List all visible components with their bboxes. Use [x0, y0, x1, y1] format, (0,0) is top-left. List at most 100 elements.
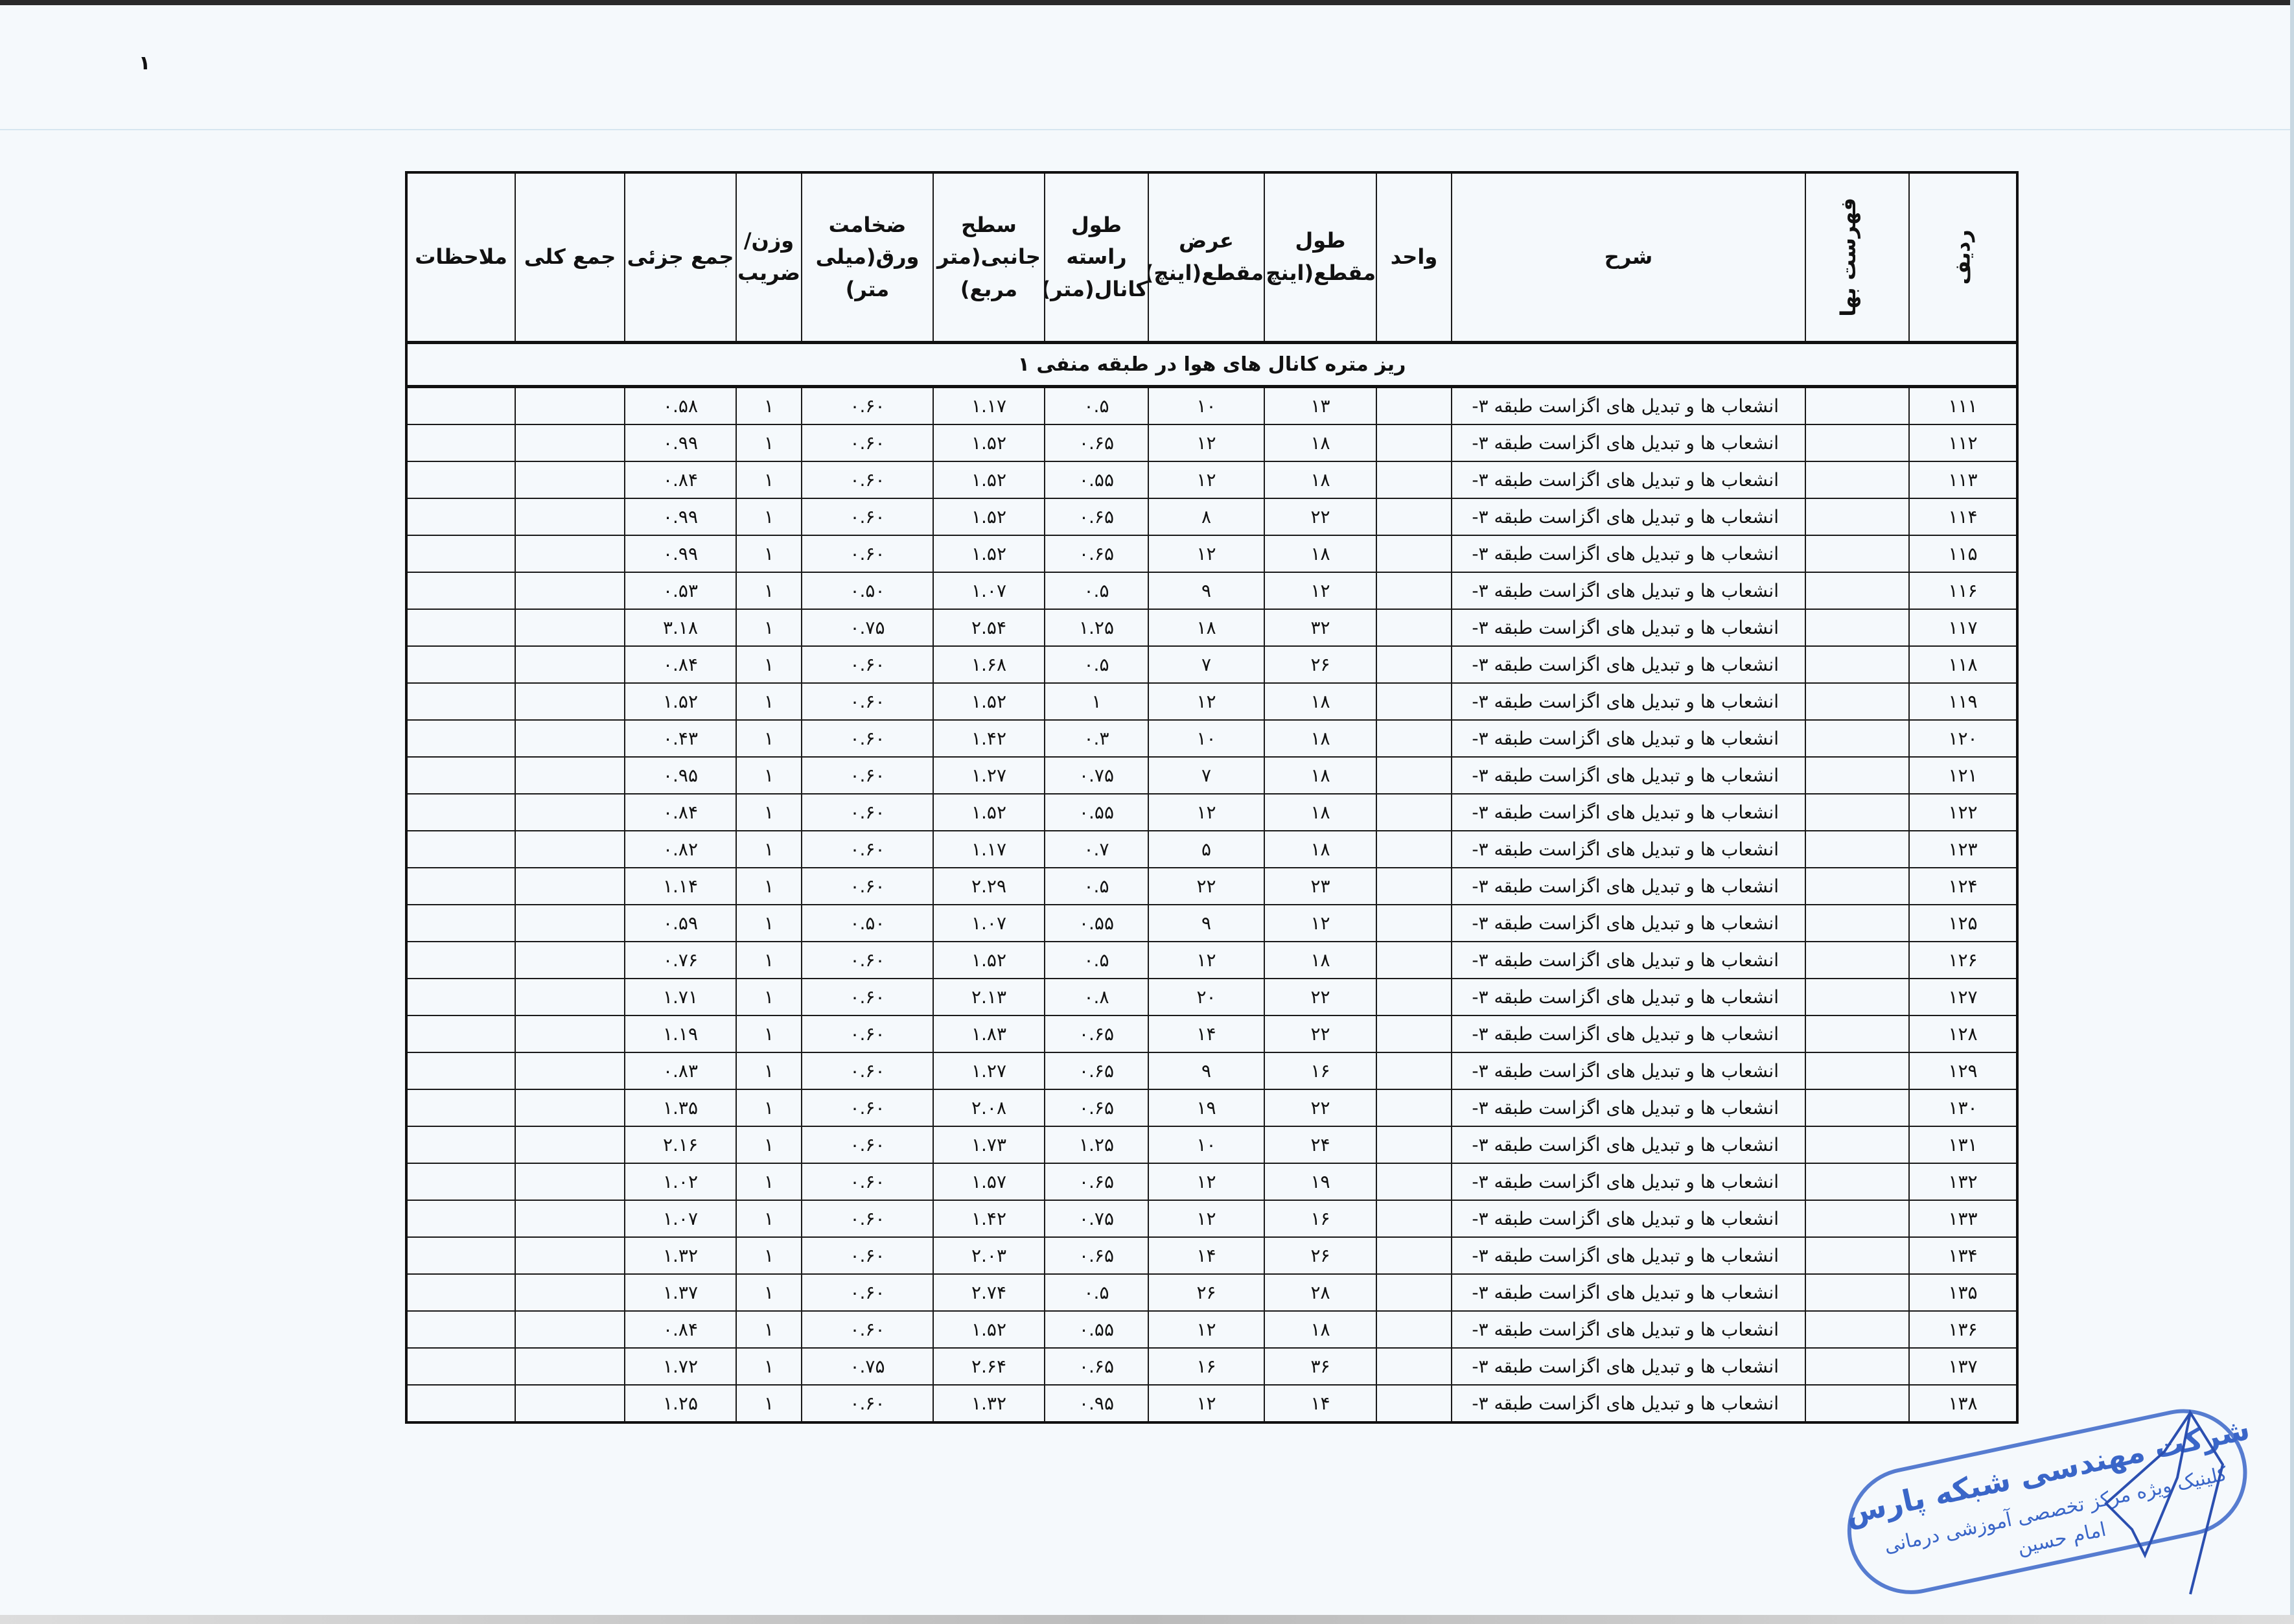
- cell-tool-raste: ۰.۶۵: [1044, 1015, 1149, 1053]
- cell-fehrest-baha: [1805, 1273, 1910, 1312]
- cell-sath-janebi: ۲.۵۴: [933, 609, 1045, 647]
- cell-arz-maghta: ۷: [1148, 645, 1265, 684]
- cell-vazn-zarib: ۱: [736, 572, 802, 610]
- cell-jam-jozi: ۱.۳۵: [624, 1089, 737, 1127]
- cell-tool-raste: ۰.۵۵: [1044, 904, 1149, 942]
- cell-molahezat: [406, 1384, 516, 1423]
- header-sath-janebi: سطح جانبی(متر مربع): [933, 172, 1045, 343]
- cell-tool-maghta: ۱۶: [1264, 1200, 1377, 1238]
- cell-jam-koli: [515, 756, 625, 795]
- cell-radif: ۱۲۲: [1908, 793, 2018, 831]
- cell-tool-maghta: ۲۲: [1264, 1089, 1377, 1127]
- header-fehrest-baha: فهرست بها: [1805, 172, 1910, 343]
- cell-zekhamat: ۰.۶۰: [801, 386, 934, 425]
- cell-sharh: انشعاب ها و تبدیل های اگزاست طبقه ۳-: [1451, 572, 1806, 610]
- cell-sath-janebi: ۱.۵۲: [933, 535, 1045, 573]
- cell-tool-raste: ۰.۷۵: [1044, 1200, 1149, 1238]
- cell-jam-jozi: ۰.۵۳: [624, 572, 737, 610]
- cell-vahed: [1376, 1015, 1452, 1053]
- cell-arz-maghta: ۱۰: [1148, 386, 1265, 425]
- cell-jam-jozi: ۰.۸۳: [624, 1052, 737, 1090]
- cell-sharh: انشعاب ها و تبدیل های اگزاست طبقه ۳-: [1451, 1273, 1806, 1312]
- signature: [2104, 1409, 2225, 1595]
- cell-vazn-zarib: ۱: [736, 867, 802, 905]
- cell-jam-koli: [515, 867, 625, 905]
- cell-vahed: [1376, 461, 1452, 499]
- cell-molahezat: [406, 1163, 516, 1201]
- cell-molahezat: [406, 498, 516, 536]
- cell-tool-maghta: ۱۲: [1264, 904, 1377, 942]
- cell-zekhamat: ۰.۶۰: [801, 756, 934, 795]
- cell-zekhamat: ۰.۶۰: [801, 719, 934, 758]
- cell-sharh: انشعاب ها و تبدیل های اگزاست طبقه ۳-: [1451, 1052, 1806, 1090]
- cell-jam-jozi: ۰.۸۴: [624, 1310, 737, 1349]
- cell-tool-maghta: ۲۶: [1264, 645, 1377, 684]
- cell-fehrest-baha: [1805, 1236, 1910, 1275]
- cell-zekhamat: ۰.۶۰: [801, 1126, 934, 1164]
- cell-sath-janebi: ۱.۱۷: [933, 830, 1045, 868]
- cell-jam-jozi: ۰.۸۴: [624, 793, 737, 831]
- cell-tool-raste: ۱: [1044, 682, 1149, 721]
- table-row: ۱۳۳ انشعاب ها و تبدیل های اگزاست طبقه ۳- ۱…: [406, 1200, 2018, 1238]
- cell-sath-janebi: ۲.۲۹: [933, 867, 1045, 905]
- cell-sath-janebi: ۱.۰۷: [933, 572, 1045, 610]
- cell-jam-jozi: ۲.۱۶: [624, 1126, 737, 1164]
- cell-jam-koli: [515, 1163, 625, 1201]
- cell-zekhamat: ۰.۶۰: [801, 535, 934, 573]
- cell-zekhamat: ۰.۶۰: [801, 682, 934, 721]
- cell-arz-maghta: ۱۴: [1148, 1015, 1265, 1053]
- cell-molahezat: [406, 535, 516, 573]
- cell-jam-jozi: ۱.۲۵: [624, 1384, 737, 1423]
- cell-jam-koli: [515, 1236, 625, 1275]
- cell-vazn-zarib: ۱: [736, 1126, 802, 1164]
- table-row: ۱۱۲ انشعاب ها و تبدیل های اگزاست طبقه ۳- ۱…: [406, 424, 2018, 462]
- cell-sharh: انشعاب ها و تبدیل های اگزاست طبقه ۳-: [1451, 793, 1806, 831]
- cell-zekhamat: ۰.۶۰: [801, 1310, 934, 1349]
- cell-vahed: [1376, 793, 1452, 831]
- cell-sath-janebi: ۱.۵۲: [933, 941, 1045, 979]
- section-row: ریز متره کانال های هوا در طبقه منفی ۱: [406, 341, 2018, 388]
- cell-tool-maghta: ۱۴: [1264, 1384, 1377, 1423]
- cell-radif: ۱۱۴: [1908, 498, 2018, 536]
- cell-sharh: انشعاب ها و تبدیل های اگزاست طبقه ۳-: [1451, 867, 1806, 905]
- cell-vazn-zarib: ۱: [736, 1273, 802, 1312]
- table-row: ۱۱۶ انشعاب ها و تبدیل های اگزاست طبقه ۳- ۱…: [406, 572, 2018, 610]
- cell-zekhamat: ۰.۶۰: [801, 1236, 934, 1275]
- cell-vazn-zarib: ۱: [736, 535, 802, 573]
- cell-tool-raste: ۰.۵: [1044, 1273, 1149, 1312]
- cell-tool-maghta: ۱۸: [1264, 424, 1377, 462]
- cell-molahezat: [406, 1310, 516, 1349]
- cell-arz-maghta: ۵: [1148, 830, 1265, 868]
- table-row: ۱۳۰ انشعاب ها و تبدیل های اگزاست طبقه ۳- ۲…: [406, 1089, 2018, 1127]
- cell-sath-janebi: ۱.۵۷: [933, 1163, 1045, 1201]
- cell-tool-raste: ۰.۶۵: [1044, 1236, 1149, 1275]
- cell-molahezat: [406, 682, 516, 721]
- header-row: ردیف فهرست بها شرح واحد طول مقطع(اینچ) ع…: [406, 172, 2018, 343]
- cell-vahed: [1376, 1089, 1452, 1127]
- cell-sharh: انشعاب ها و تبدیل های اگزاست طبقه ۳-: [1451, 498, 1806, 536]
- cell-sath-janebi: ۱.۲۷: [933, 1052, 1045, 1090]
- header-tool-raste: طول راسته کانال(متر): [1044, 172, 1149, 343]
- table-row: ۱۱۱ انشعاب ها و تبدیل های اگزاست طبقه ۳- ۱…: [406, 386, 2018, 425]
- cell-radif: ۱۲۳: [1908, 830, 2018, 868]
- table-row: ۱۲۸ انشعاب ها و تبدیل های اگزاست طبقه ۳- ۲…: [406, 1015, 2018, 1053]
- cell-tool-raste: ۰.۵۵: [1044, 461, 1149, 499]
- table-row: ۱۳۸ انشعاب ها و تبدیل های اگزاست طبقه ۳- ۱…: [406, 1384, 2018, 1423]
- cell-arz-maghta: ۱۶: [1148, 1347, 1265, 1386]
- cell-zekhamat: ۰.۵۰: [801, 904, 934, 942]
- cell-vahed: [1376, 386, 1452, 425]
- cell-radif: ۱۲۷: [1908, 978, 2018, 1016]
- cell-jam-jozi: ۱.۱۹: [624, 1015, 737, 1053]
- cell-arz-maghta: ۱۸: [1148, 609, 1265, 647]
- cell-arz-maghta: ۹: [1148, 572, 1265, 610]
- cell-vahed: [1376, 572, 1452, 610]
- cell-jam-koli: [515, 1126, 625, 1164]
- cell-jam-koli: [515, 904, 625, 942]
- cell-molahezat: [406, 867, 516, 905]
- cell-molahezat: [406, 1236, 516, 1275]
- cell-arz-maghta: ۱۰: [1148, 1126, 1265, 1164]
- scan-line: [0, 129, 2294, 130]
- cell-vahed: [1376, 1126, 1452, 1164]
- table-row: ۱۳۴ انشعاب ها و تبدیل های اگزاست طبقه ۳- ۲…: [406, 1236, 2018, 1275]
- cell-vahed: [1376, 1384, 1452, 1423]
